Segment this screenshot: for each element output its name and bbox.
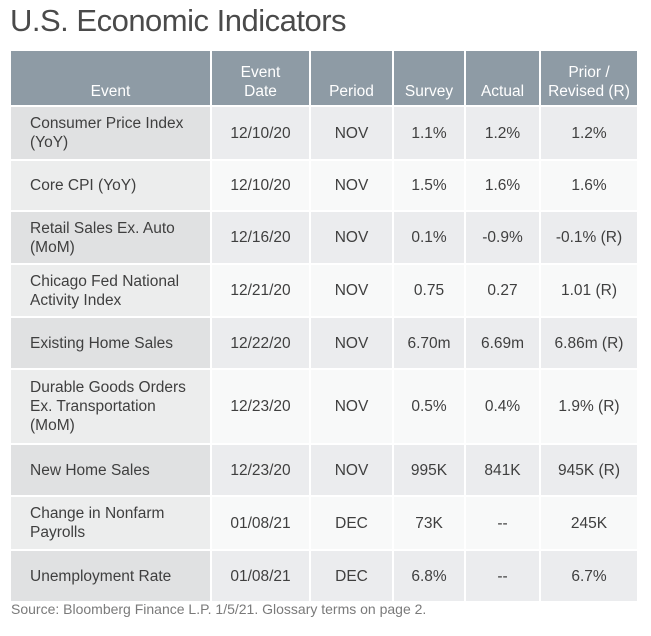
prior-value: 1.01 (R): [541, 265, 637, 316]
table-row: Retail Sales Ex. Auto (MoM) 12/16/20 NOV 0.1…: [11, 212, 637, 263]
source-note: Source: Bloomberg Finance L.P. 1/5/21. G…: [11, 601, 427, 617]
event-name: Existing Home Sales: [11, 318, 210, 368]
survey-value: 1.1%: [394, 107, 464, 159]
actual-value: 6.69m: [466, 318, 539, 368]
period: NOV: [311, 161, 392, 210]
header-actual: Actual: [466, 51, 539, 105]
header-row: Event Event Date Period Survey Actual Pri…: [11, 51, 637, 105]
table-row: New Home Sales 12/23/20 NOV 995K 841K 945K (R…: [11, 445, 637, 495]
survey-value: 0.75: [394, 265, 464, 316]
prior-value: 1.2%: [541, 107, 637, 159]
prior-value: 6.86m (R): [541, 318, 637, 368]
period: NOV: [311, 445, 392, 495]
event-name: Unemployment Rate: [11, 551, 210, 601]
table-row: Existing Home Sales 12/22/20 NOV 6.70m 6.69m…: [11, 318, 637, 368]
prior-value: -0.1% (R): [541, 212, 637, 263]
actual-value: -0.9%: [466, 212, 539, 263]
indicators-table: Event Event Date Period Survey Actual Pri…: [9, 49, 639, 603]
event-date: 12/21/20: [212, 265, 309, 316]
event-name: Chicago Fed National Activity Index: [11, 265, 210, 316]
survey-value: 0.5%: [394, 370, 464, 443]
table-row: Unemployment Rate 01/08/21 DEC 6.8% -- 6.7%: [11, 551, 637, 601]
survey-value: 6.70m: [394, 318, 464, 368]
survey-value: 73K: [394, 497, 464, 549]
actual-value: 841K: [466, 445, 539, 495]
table-row: Change in Nonfarm Payrolls 01/08/21 DEC 73K -…: [11, 497, 637, 549]
event-date: 01/08/21: [212, 551, 309, 601]
event-date: 12/16/20: [212, 212, 309, 263]
period: NOV: [311, 212, 392, 263]
actual-value: 1.2%: [466, 107, 539, 159]
period: NOV: [311, 265, 392, 316]
prior-value: 1.6%: [541, 161, 637, 210]
period: DEC: [311, 551, 392, 601]
period: NOV: [311, 318, 392, 368]
table-row: Durable Goods Orders Ex. Transportation (M…: [11, 370, 637, 443]
table-row: Chicago Fed National Activity Index 12/21/…: [11, 265, 637, 316]
period: NOV: [311, 107, 392, 159]
period: DEC: [311, 497, 392, 549]
prior-value: 945K (R): [541, 445, 637, 495]
table-row: Consumer Price Index (YoY) 12/10/20 NOV 1.1%…: [11, 107, 637, 159]
event-name: Core CPI (YoY): [11, 161, 210, 210]
header-prior-revised: Prior / Revised (R): [541, 51, 637, 105]
event-name: Consumer Price Index (YoY): [11, 107, 210, 159]
event-date: 12/23/20: [212, 445, 309, 495]
prior-value: 1.9% (R): [541, 370, 637, 443]
event-date: 12/10/20: [212, 107, 309, 159]
prior-value: 6.7%: [541, 551, 637, 601]
event-name: Durable Goods Orders Ex. Transportation (M…: [11, 370, 210, 443]
header-period: Period: [311, 51, 392, 105]
header-survey: Survey: [394, 51, 464, 105]
event-date: 01/08/21: [212, 497, 309, 549]
period: NOV: [311, 370, 392, 443]
actual-value: 0.27: [466, 265, 539, 316]
actual-value: --: [466, 497, 539, 549]
actual-value: 1.6%: [466, 161, 539, 210]
event-date: 12/10/20: [212, 161, 309, 210]
actual-value: 0.4%: [466, 370, 539, 443]
table-row: Core CPI (YoY) 12/10/20 NOV 1.5% 1.6% 1.6%: [11, 161, 637, 210]
survey-value: 6.8%: [394, 551, 464, 601]
page-title: U.S. Economic Indicators: [10, 3, 347, 38]
actual-value: --: [466, 551, 539, 601]
event-name: Change in Nonfarm Payrolls: [11, 497, 210, 549]
event-date: 12/23/20: [212, 370, 309, 443]
event-date: 12/22/20: [212, 318, 309, 368]
survey-value: 1.5%: [394, 161, 464, 210]
prior-value: 245K: [541, 497, 637, 549]
survey-value: 995K: [394, 445, 464, 495]
header-event: Event: [11, 51, 210, 105]
survey-value: 0.1%: [394, 212, 464, 263]
header-event-date: Event Date: [212, 51, 309, 105]
event-name: New Home Sales: [11, 445, 210, 495]
event-name: Retail Sales Ex. Auto (MoM): [11, 212, 210, 263]
